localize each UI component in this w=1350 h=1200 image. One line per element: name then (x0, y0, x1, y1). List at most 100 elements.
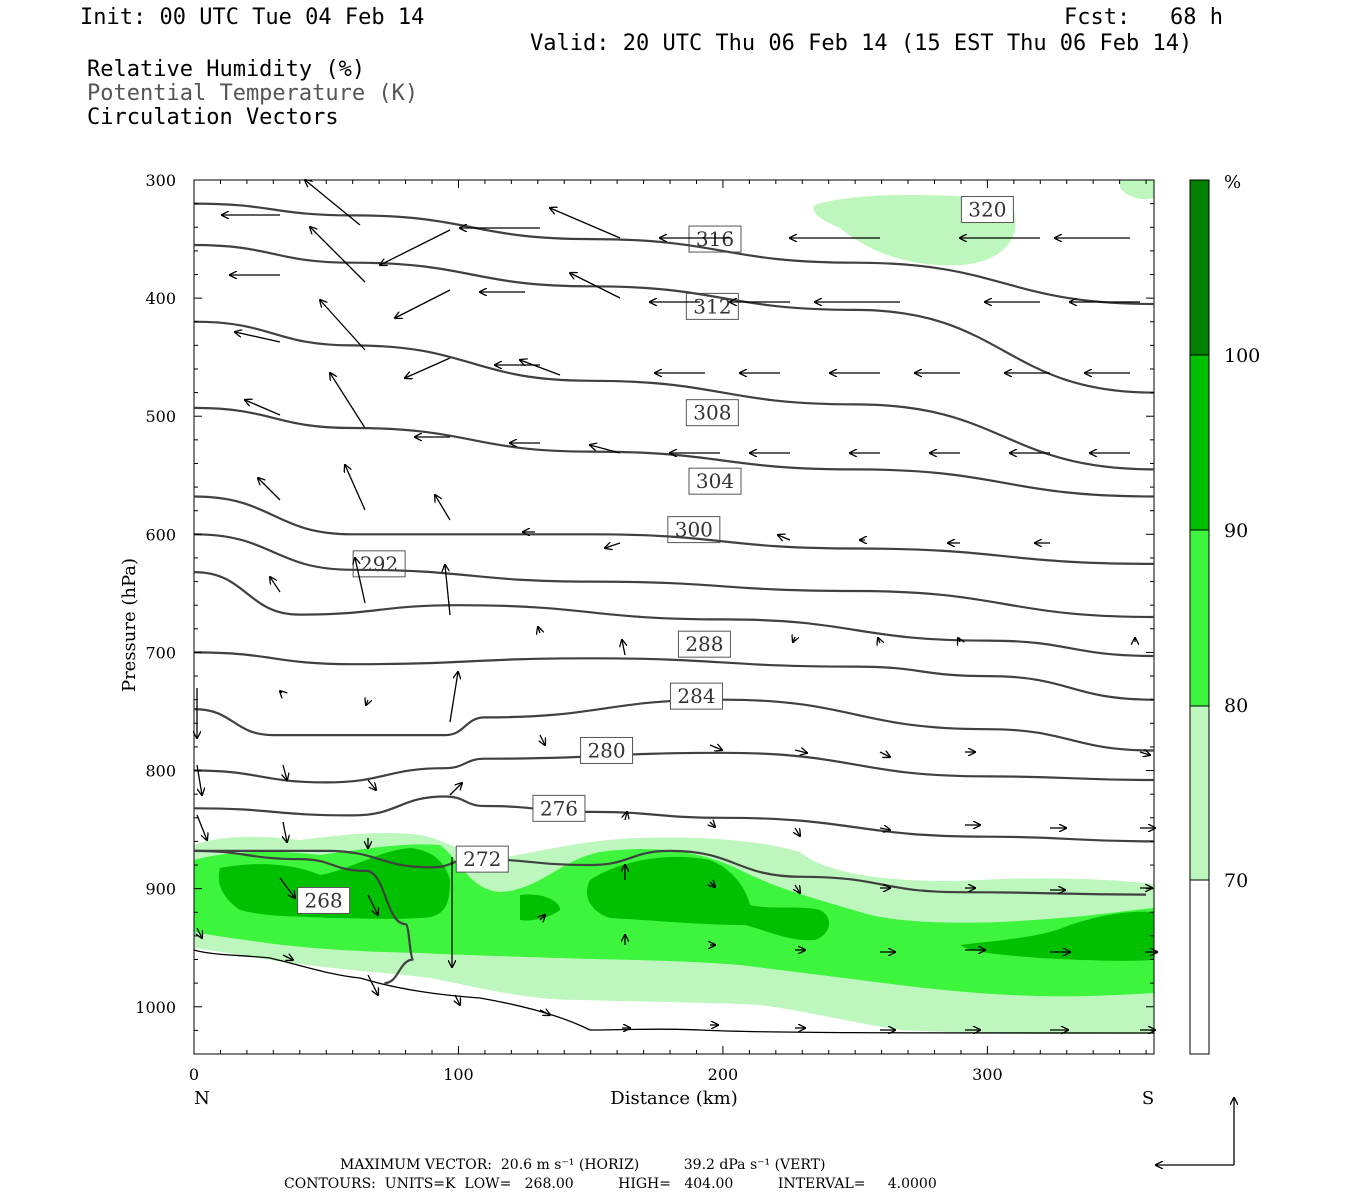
field-vectors-label: Circulation Vectors (87, 105, 339, 130)
colorbar-70-80 (1189, 705, 1210, 881)
circulation-vector (590, 445, 621, 454)
x-axis-right-end-label: S (1142, 1088, 1154, 1109)
theta-label-box (685, 399, 739, 427)
circulation-vector (196, 814, 207, 840)
circulation-vector (367, 894, 378, 915)
theta-label: 280 (587, 738, 625, 762)
circulation-vector (235, 332, 281, 343)
circulation-vector (538, 627, 540, 633)
init-time: Init: 00 UTC Tue 04 Feb 14 (80, 5, 425, 30)
colorbar-90-100 (1189, 354, 1210, 531)
circulation-vector (279, 877, 295, 898)
circulation-vector (570, 273, 621, 299)
theta-label-box (455, 845, 509, 873)
theta-label: 304 (696, 469, 734, 493)
theta-contour-320 (193, 202, 1155, 306)
circulation-vector (320, 300, 366, 351)
circulation-vector (305, 180, 361, 226)
circulation-vector (445, 565, 451, 616)
x-axis-left-end-label: N (194, 1088, 210, 1109)
circulation-vector (435, 495, 451, 521)
circulation-vector (540, 915, 545, 920)
rh-70-upper-right-patch (1120, 180, 1154, 200)
circulation-vectors (197, 180, 1157, 1030)
circulation-vector (710, 822, 715, 827)
circulation-vector (395, 289, 451, 318)
circulation-vector (878, 638, 880, 643)
circulation-vector (550, 208, 621, 239)
field-rh-label: Relative Humidity (%) (87, 57, 366, 82)
x-tick-label: 0 (189, 1065, 199, 1084)
theta-label: 268 (304, 888, 342, 912)
theta-label-box (677, 630, 731, 658)
circulation-vector (1139, 752, 1150, 755)
circulation-vector (879, 828, 890, 830)
colorbar-unit: % (1224, 172, 1241, 193)
circulation-vector (310, 227, 366, 283)
circulation-vector (449, 672, 458, 723)
theta-contour-276 (193, 795, 1155, 843)
theta-contour-308 (193, 406, 1155, 498)
theta-label: 284 (677, 684, 715, 708)
y-tick-label: 500 (145, 407, 176, 426)
rh-90-region-right (960, 911, 1154, 961)
axes: Pressure (hPa) Distance (km) N S 300 400 5… (119, 171, 1154, 1109)
colorbar-80-90 (1189, 529, 1210, 707)
colorbar-label-80: 80 (1224, 695, 1248, 717)
circulation-vector (958, 638, 960, 642)
theta-label: 292 (360, 552, 398, 576)
colorbar-below-70 (1189, 879, 1210, 1055)
circulation-vector (540, 734, 545, 745)
rh-shading (194, 180, 1154, 1034)
colorbar-label-100: 100 (1224, 345, 1260, 367)
circulation-vector (710, 882, 715, 887)
circulation-vector (280, 691, 282, 693)
theta-contour-300 (193, 533, 1155, 619)
reference-vector (1156, 1098, 1234, 1165)
y-tick-label: 800 (145, 762, 176, 781)
circulation-vector (196, 764, 202, 795)
circulation-vector (367, 974, 378, 995)
circulation-vector (283, 821, 287, 842)
circulation-vector (270, 577, 281, 593)
colorbar-above-100 (1189, 179, 1210, 356)
circulation-vector (879, 752, 890, 757)
circulation-vector (355, 558, 366, 604)
circulation-vector (366, 700, 368, 705)
colorbar-label-90: 90 (1224, 520, 1248, 542)
theta-label: 272 (463, 847, 501, 871)
theta-label-box (532, 794, 586, 822)
circulation-vector (330, 373, 366, 429)
theta-contour-268 (193, 849, 415, 985)
rh-90-region-mid (520, 894, 560, 921)
circulation-vector (778, 535, 791, 540)
theta-label-box (580, 736, 634, 764)
circulation-vector (282, 955, 293, 960)
rh-90-region-left (218, 848, 450, 919)
rh-90-region-center (586, 856, 830, 941)
theta-label: 320 (968, 198, 1006, 222)
theta-contour-304 (193, 495, 1155, 565)
y-tick-label: 400 (145, 289, 176, 308)
theta-label-box (297, 886, 351, 914)
x-tick-label: 300 (972, 1065, 1003, 1084)
colorbar-label-70: 70 (1224, 870, 1248, 892)
circulation-vector (625, 812, 627, 821)
circulation-vector (405, 357, 451, 378)
circulation-vector (258, 478, 281, 501)
theta-label: 308 (693, 401, 731, 425)
colorbar: % 100 90 80 70 (1189, 172, 1260, 1055)
circulation-vector (245, 400, 281, 416)
footer-contours: CONTOURS: UNITS=K LOW= 268.00 HIGH= 404.… (284, 1176, 937, 1192)
footer-max-vector: MAXIMUM VECTOR: 20.6 m s⁻¹ (HORIZ) 39.2 … (340, 1157, 826, 1173)
circulation-vector (709, 745, 722, 750)
theta-contour-316 (193, 243, 1155, 394)
x-tick-label: 200 (708, 1065, 739, 1084)
forecast-hour: Fcst: 68 h (1064, 5, 1223, 30)
circulation-vector (283, 764, 287, 780)
theta-label-box (352, 550, 406, 578)
field-theta-label: Potential Temperature (K) (87, 81, 419, 106)
terrain-line (193, 949, 1155, 1034)
